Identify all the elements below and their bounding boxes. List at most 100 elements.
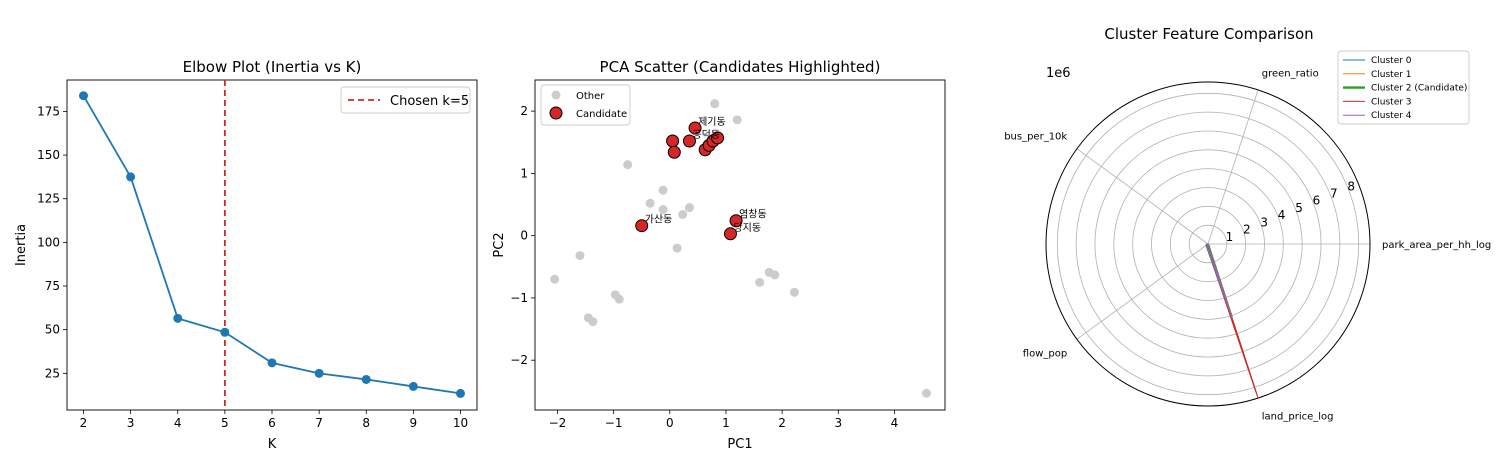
radar-axis-label: park_area_per_hh_log: [1382, 240, 1491, 251]
pca-x-tick-label: −2: [549, 416, 567, 430]
elbow-x-tick-label: 10: [453, 416, 468, 430]
pca-x-tick-label: 4: [891, 416, 899, 430]
elbow-x-tick-label: 6: [268, 416, 276, 430]
pca-candidate-label: 염창동: [739, 209, 767, 221]
elbow-point: [126, 172, 136, 182]
radar-outer-frame: [1045, 81, 1371, 407]
pca-x-tick-label: 1: [722, 416, 730, 430]
pca-candidate-point: [711, 131, 725, 145]
pca-other-point: [658, 185, 668, 195]
pca-candidate-point: [682, 134, 696, 148]
radar-spoke: [1207, 89, 1259, 245]
pca-legend-other-label: Other: [576, 91, 605, 102]
elbow-point: [78, 91, 88, 101]
radar-r-tick-label: 5: [1295, 201, 1303, 215]
elbow-point: [314, 368, 324, 378]
pca-other-point: [575, 251, 585, 261]
radar-chart: Cluster Feature Comparison 1e6 park_area…: [1004, 25, 1491, 422]
pca-other-point: [623, 160, 633, 170]
pca-x-axis-label: PC1: [727, 437, 752, 452]
pca-other-point: [645, 198, 655, 208]
pca-plot-area: [534, 79, 946, 411]
elbow-x-tick-label: 4: [174, 416, 182, 430]
pca-other-point: [684, 203, 694, 213]
pca-chart: PCA Scatter (Candidates Highlighted) −2 −…: [492, 58, 946, 452]
pca-y-tick-label: 1: [520, 166, 528, 180]
pca-candidate-label: 공덕동: [692, 129, 720, 141]
elbow-x-tick-label: 2: [80, 416, 88, 430]
pca-legend: Other Candidate: [540, 84, 631, 126]
radar-legend-label: Cluster 3: [1371, 97, 1412, 107]
radar-r-tick-label: 4: [1278, 208, 1286, 222]
pca-other-point: [614, 294, 624, 304]
elbow-y-tick-label: 25: [45, 366, 60, 380]
pca-other-point: [755, 277, 765, 287]
pca-legend-box: [540, 84, 631, 126]
elbow-point: [267, 358, 277, 368]
elbow-x-tick-label: 9: [410, 416, 418, 430]
radar-title: Cluster Feature Comparison: [1104, 25, 1313, 43]
pca-other-point: [710, 99, 720, 109]
pca-other-point: [732, 115, 742, 125]
elbow-y-tick-label: 175: [37, 104, 60, 118]
pca-candidate-point: [688, 121, 702, 135]
pca-candidate-label: 제기동: [698, 116, 726, 128]
pca-legend-candidate-marker: [549, 106, 563, 120]
elbow-legend-box: [340, 86, 471, 114]
radar-r-tick-label: 7: [1330, 187, 1338, 201]
radar-series-line: [1205, 243, 1233, 320]
elbow-point: [361, 374, 371, 384]
radar-axis-label: flow_pop: [1023, 348, 1067, 359]
pca-candidate-point: [666, 134, 680, 148]
pca-x-tick-label: 0: [666, 416, 674, 430]
radar-spoke: [1076, 243, 1209, 340]
elbow-y-tick-label: 50: [45, 323, 60, 337]
pca-other-point: [588, 317, 598, 327]
elbow-y-tick-label: 75: [45, 279, 60, 293]
radar-scale-label: 1e6: [1046, 66, 1071, 81]
elbow-legend: Chosen k=5: [340, 86, 471, 114]
elbow-point: [408, 381, 418, 391]
pca-x-tick-label: 3: [834, 416, 842, 430]
elbow-y-tick-label: 100: [37, 235, 60, 249]
radar-legend-label: Cluster 4: [1371, 111, 1412, 121]
pca-candidate-point: [667, 145, 681, 159]
radar-r-tick-label: 2: [1243, 223, 1251, 237]
pca-legend-other-marker: [551, 90, 561, 100]
elbow-y-axis-label: Inertia: [14, 224, 29, 266]
elbow-y-tick-label: 125: [37, 192, 60, 206]
radar-r-tick-label: 6: [1313, 194, 1321, 208]
radar-legend: Cluster 0 Cluster 1 Cluster 2 (Candidate) C…: [1337, 50, 1470, 125]
pca-x-tick-label: −1: [605, 416, 623, 430]
pca-other-point: [672, 243, 682, 253]
pca-other-point: [789, 287, 799, 297]
pca-candidate-point: [723, 227, 737, 241]
pca-candidate-point: [635, 219, 649, 233]
elbow-x-tick-label: 7: [315, 416, 323, 430]
pca-title: PCA Scatter (Candidates Highlighted): [600, 58, 881, 76]
elbow-legend-label: Chosen k=5: [390, 94, 469, 109]
pca-other-point: [658, 205, 668, 215]
elbow-point: [456, 388, 466, 398]
elbow-x-axis-label: K: [268, 437, 277, 452]
pca-other-point: [550, 274, 560, 284]
radar-legend-label: Cluster 1: [1371, 70, 1412, 80]
elbow-x-tick-label: 8: [362, 416, 370, 430]
radar-r-tick-label: 3: [1260, 215, 1268, 229]
pca-candidate-point: [729, 214, 743, 228]
pca-candidate-label: 가산동: [645, 214, 673, 226]
pca-x-tick-label: 2: [778, 416, 786, 430]
elbow-title: Elbow Plot (Inertia vs K): [183, 58, 362, 76]
radar-r-tick-label: 1: [1226, 230, 1234, 244]
pca-other-point: [770, 270, 780, 280]
radar-axis-label: green_ratio: [1262, 69, 1319, 80]
radar-axis-label: land_price_log: [1262, 411, 1334, 422]
radar-r-tick-label: 8: [1347, 179, 1355, 193]
pca-y-axis-label: PC2: [492, 232, 507, 257]
pca-y-tick-label: −1: [510, 291, 528, 305]
elbow-y-tick-label: 150: [37, 148, 60, 162]
pca-y-tick-label: 0: [520, 229, 528, 243]
radar-legend-label: Cluster 0: [1371, 56, 1412, 66]
radar-legend-box: [1337, 50, 1470, 125]
